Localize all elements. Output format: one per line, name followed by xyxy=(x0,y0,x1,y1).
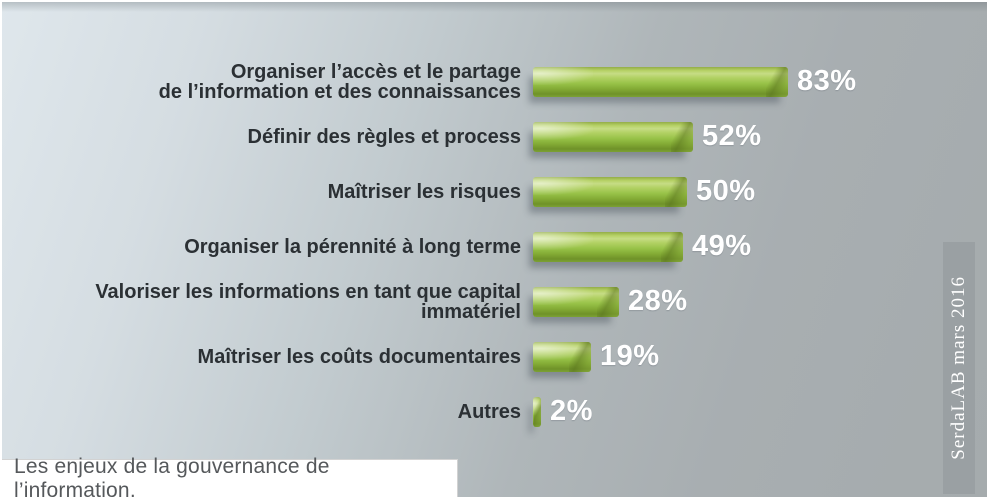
bar-fill xyxy=(533,176,687,207)
bar-row: Maîtriser les coûts documentaires 19% xyxy=(2,329,987,384)
category-label: Définir des règles et process xyxy=(247,125,521,148)
caption-box: Les enjeux de la gouvernance de l’inform… xyxy=(2,455,458,497)
bar-chart: Organiser l’accès et le partage de l’inf… xyxy=(2,54,987,439)
value-label: 19% xyxy=(600,340,660,372)
bar-fill xyxy=(533,231,683,262)
category-label: Maîtriser les risques xyxy=(327,180,521,203)
category-label: Valoriser les informations en tant que c… xyxy=(95,280,521,323)
bar-fill xyxy=(533,396,541,427)
category-label: Maîtriser les coûts documentaires xyxy=(197,345,521,368)
category-label: Organiser la pérennité à long terme xyxy=(184,235,521,258)
bar-area: 28% xyxy=(533,285,987,318)
bar-row: Maîtriser les risques 50% xyxy=(2,164,987,219)
bar-area: 52% xyxy=(533,120,987,153)
category-label: Organiser l’accès et le partage de l’inf… xyxy=(158,60,521,103)
chart-title: Les enjeux de la gouvernance de l’inform… xyxy=(14,454,330,498)
bar-fill xyxy=(533,286,619,317)
value-label: 49% xyxy=(692,230,752,262)
bar-row: Valoriser les informations en tant que c… xyxy=(2,274,987,329)
bar-area: 50% xyxy=(533,175,987,208)
bar-row: Organiser la pérennité à long terme 49% xyxy=(2,219,987,274)
bar-area: 2% xyxy=(533,395,987,428)
bar-fill xyxy=(533,66,788,97)
category-label: Autres xyxy=(457,400,521,423)
bar-area: 19% xyxy=(533,340,987,373)
value-label: 2% xyxy=(550,395,593,427)
bar-area: 83% xyxy=(533,65,987,98)
bar-fill xyxy=(533,121,693,152)
bar-row: Définir des règles et process 52% xyxy=(2,109,987,164)
bar-row: Organiser l’accès et le partage de l’inf… xyxy=(2,54,987,109)
value-label: 50% xyxy=(696,175,756,207)
source-text: SerdaLAB mars 2016 xyxy=(948,276,969,460)
bar-row: Autres 2% xyxy=(2,384,987,439)
value-label: 28% xyxy=(628,285,688,317)
bar-area: 49% xyxy=(533,230,987,263)
value-label: 83% xyxy=(797,65,857,97)
source-badge: SerdaLAB mars 2016 xyxy=(943,242,975,494)
value-label: 52% xyxy=(702,120,762,152)
bar-fill xyxy=(533,341,591,372)
